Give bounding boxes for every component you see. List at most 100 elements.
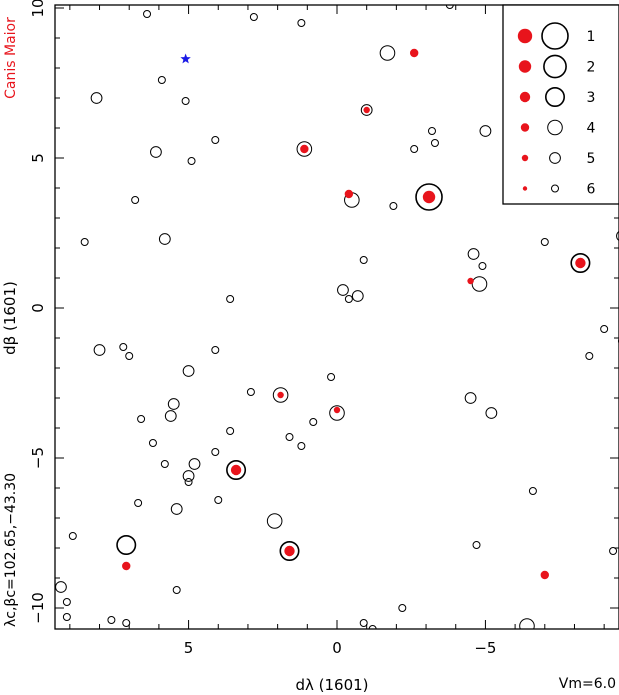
star-markers — [55, 5, 619, 629]
filled-star-point — [300, 144, 309, 154]
filled-star-point — [344, 189, 354, 199]
legend-open-marker — [544, 87, 565, 108]
open-star-point — [93, 344, 106, 356]
open-star-point — [337, 284, 349, 296]
legend-filled-marker — [520, 123, 530, 132]
open-star-point — [296, 141, 313, 157]
open-star-point — [297, 442, 306, 450]
legend-label: 3 — [587, 90, 596, 106]
filled-star-point — [284, 545, 295, 557]
open-star-point — [211, 136, 220, 144]
filled-star-point — [540, 570, 549, 580]
open-star-point — [137, 415, 146, 423]
open-star-point — [164, 410, 177, 422]
open-star-point — [329, 405, 345, 421]
open-star-point — [368, 625, 377, 629]
open-star-point — [246, 388, 255, 396]
open-star-point — [410, 145, 419, 153]
open-star-point — [389, 202, 398, 210]
open-star-point — [478, 262, 487, 270]
open-star-point — [485, 407, 498, 419]
filled-star-point — [422, 190, 436, 204]
open-star-point — [427, 127, 436, 135]
legend-label: 1 — [587, 29, 596, 45]
open-star-point — [398, 604, 407, 612]
y-tick-label: −10 — [29, 592, 47, 624]
open-star-point — [80, 238, 89, 246]
open-star-point — [184, 478, 193, 486]
filled-star-point — [575, 257, 586, 269]
y-tick-label: −5 — [29, 447, 47, 469]
open-star-point — [479, 125, 492, 137]
axis-ticks: 5 0 −5 10 5 0 −5 −10 — [29, 0, 619, 657]
open-star-point — [249, 13, 258, 21]
open-star-point — [585, 352, 594, 360]
open-star-point — [131, 196, 140, 204]
legend-filled-marker — [518, 60, 532, 73]
legend-filled-marker — [519, 91, 531, 103]
open-star-point — [445, 5, 454, 9]
open-star-point — [360, 104, 373, 116]
open-star-point — [187, 157, 196, 165]
open-star-point — [181, 97, 190, 105]
open-star-point — [160, 460, 169, 468]
open-star-point — [122, 619, 131, 627]
open-star-point — [167, 398, 180, 410]
open-star-point — [68, 532, 77, 540]
open-star-point — [359, 256, 368, 264]
open-star-point — [430, 139, 439, 147]
x-tick-label: 0 — [332, 639, 342, 657]
legend-filled-marker — [521, 154, 529, 162]
open-star-point — [379, 45, 396, 61]
legend-label: 2 — [587, 60, 596, 76]
open-star-point — [211, 346, 220, 354]
open-star-point — [90, 92, 103, 104]
legend-open-marker — [547, 119, 563, 136]
open-star-point — [285, 433, 294, 441]
legend-label: 5 — [587, 151, 596, 167]
open-star-point — [226, 427, 235, 435]
open-star-point — [148, 439, 157, 447]
x-axis-label: dλ (1601) — [295, 676, 368, 694]
legend-open-marker — [543, 54, 567, 79]
open-star-point — [528, 487, 537, 495]
open-star-point — [359, 619, 368, 627]
legend-open-marker — [541, 22, 569, 50]
open-star-point — [272, 387, 289, 403]
filled-star-point — [122, 561, 131, 571]
open-star-point — [158, 233, 171, 245]
open-star-point — [62, 613, 71, 621]
x-tick-label: −5 — [474, 639, 496, 657]
legend-label: 6 — [587, 182, 596, 198]
open-star-point — [609, 547, 618, 555]
open-star-point — [471, 276, 488, 292]
y-tick-label: 10 — [29, 0, 47, 18]
open-star-point — [143, 10, 152, 18]
open-star-point — [125, 352, 134, 360]
legend-open-marker — [551, 184, 559, 193]
legend-filled-marker — [517, 28, 533, 44]
open-star-point — [226, 459, 247, 480]
open-star-point — [266, 513, 283, 529]
open-star-point — [157, 76, 166, 84]
open-star-point — [415, 183, 443, 211]
filled-star-point — [409, 48, 419, 58]
filled-star-point — [467, 277, 474, 285]
star-marker — [180, 53, 191, 64]
open-star-point — [150, 146, 162, 158]
open-star-point — [540, 238, 549, 246]
open-star-point — [116, 534, 137, 555]
open-star-point — [344, 295, 353, 303]
side-label: Canis Maior — [3, 17, 19, 99]
open-star-point — [279, 540, 300, 561]
open-star-point — [214, 496, 223, 504]
open-star-point — [472, 541, 481, 549]
plot-area — [55, 5, 619, 629]
y-axis-label: dβ (1601) — [1, 281, 19, 355]
open-star-point — [62, 598, 71, 606]
legend: 1 2 3 4 5 6 — [502, 4, 619, 205]
open-star-point — [107, 616, 116, 624]
open-star-point — [327, 373, 336, 381]
open-star-point — [134, 499, 143, 507]
open-star-point — [226, 295, 235, 303]
